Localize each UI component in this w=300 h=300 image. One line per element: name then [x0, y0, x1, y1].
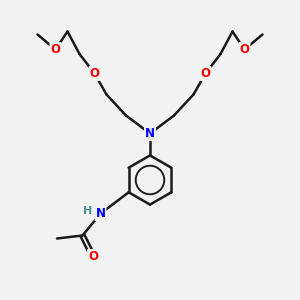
- Text: H: H: [83, 206, 92, 216]
- Text: N: N: [95, 207, 106, 220]
- Text: O: O: [239, 43, 250, 56]
- Text: N: N: [145, 127, 155, 140]
- Text: O: O: [200, 67, 211, 80]
- Text: O: O: [50, 43, 61, 56]
- Text: O: O: [88, 250, 98, 263]
- Text: O: O: [89, 67, 100, 80]
